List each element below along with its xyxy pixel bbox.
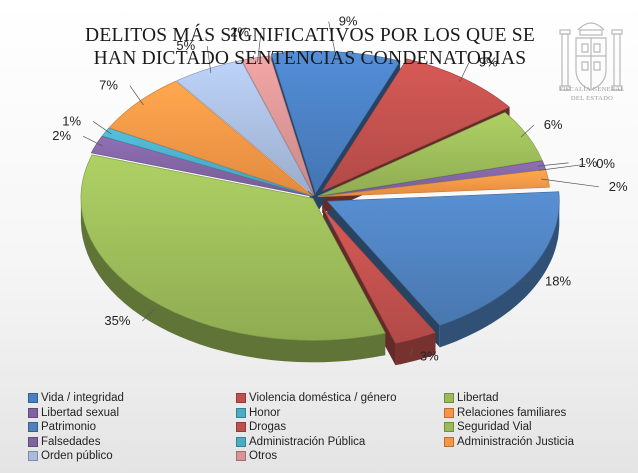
legend-item-4: Libertad sexual bbox=[28, 406, 119, 420]
data-label-1: 9% bbox=[339, 14, 358, 29]
legend-swatch-12 bbox=[444, 436, 454, 447]
legend-swatch-10 bbox=[28, 436, 38, 447]
pie-slice-12 bbox=[108, 80, 313, 197]
legend-item-14: Otros bbox=[236, 449, 277, 463]
emblem-text-1: FISCALÍA GENERAL bbox=[559, 86, 625, 93]
legend-item-3: Libertad bbox=[444, 391, 499, 405]
legend-label-11: Administración Pública bbox=[249, 435, 366, 448]
pie-slice-13 bbox=[176, 60, 314, 196]
data-label-5: 0% bbox=[596, 156, 615, 171]
leader-line-9 bbox=[142, 309, 155, 322]
data-label-7: 18% bbox=[545, 273, 571, 288]
leader-line-2 bbox=[459, 62, 470, 83]
legend-swatch-3 bbox=[444, 393, 454, 403]
legend-swatch-1 bbox=[28, 393, 38, 403]
leader-line-14 bbox=[257, 32, 262, 62]
pie-slice-14 bbox=[241, 55, 315, 196]
legend-label-5: Honor bbox=[249, 406, 281, 419]
chart-title-line-1: DELITOS MÁS SIGNIFICATIVOS POR LOS QUE S… bbox=[85, 25, 535, 46]
leader-line-1 bbox=[328, 21, 337, 57]
legend-label-2: Violencia doméstica / género bbox=[249, 392, 397, 404]
legend-swatch-8 bbox=[236, 422, 246, 432]
legend-swatch-6 bbox=[444, 407, 454, 418]
legend-item-5: Honor bbox=[236, 406, 280, 420]
data-label-2: 9% bbox=[479, 55, 498, 70]
legend-swatch-11 bbox=[236, 436, 246, 447]
legend-label-6: Relaciones familiares bbox=[457, 406, 567, 419]
leader-line-8 bbox=[409, 347, 414, 357]
legend-item-8: Drogas bbox=[236, 420, 286, 434]
pie-slice-side-8 bbox=[395, 332, 436, 366]
legend-item-11: Administración Pública bbox=[236, 435, 365, 449]
leader-line-13 bbox=[206, 45, 212, 73]
legend-swatch-14 bbox=[236, 451, 246, 461]
pie-slice-side-9 bbox=[80, 201, 386, 363]
leader-line-4 bbox=[537, 162, 569, 167]
data-label-6: 2% bbox=[609, 179, 628, 194]
legend-item-1: Vida / integridad bbox=[28, 391, 124, 405]
legend-label-8: Drogas bbox=[249, 421, 287, 433]
data-label-10: 2% bbox=[52, 128, 71, 143]
legend-swatch-4 bbox=[28, 407, 38, 418]
legend-item-6: Relaciones familiares bbox=[444, 406, 566, 420]
leader-line-10 bbox=[82, 135, 103, 147]
leader-line-6 bbox=[541, 178, 599, 188]
legend-item-2: Violencia doméstica / género bbox=[236, 391, 396, 405]
data-label-3: 6% bbox=[544, 117, 563, 132]
emblem-text-2: DEL ESTADO bbox=[570, 95, 614, 102]
leader-line-12 bbox=[129, 85, 144, 106]
leader-line-5 bbox=[538, 163, 587, 171]
pie-slice-1 bbox=[270, 51, 401, 195]
leader-line-11 bbox=[92, 121, 112, 135]
legend-label-13: Orden público bbox=[41, 450, 113, 462]
leader-line-7 bbox=[524, 279, 536, 282]
pie-slice-3 bbox=[317, 111, 543, 197]
legend-label-7: Patrimonio bbox=[41, 421, 96, 433]
legend-item-9: Seguridad Vial bbox=[444, 420, 532, 434]
legend-item-13: Orden público bbox=[28, 449, 113, 463]
legend-swatch-13 bbox=[28, 451, 38, 461]
chart-legend: Vida / integridad Violencia doméstica / g… bbox=[28, 391, 628, 469]
legend-label-3: Libertad bbox=[457, 392, 499, 404]
legend-swatch-7 bbox=[28, 422, 38, 432]
chart-title-line-2: HAN DICTADO SENTENCIAS CONDENATORIAS bbox=[93, 48, 527, 69]
legend-swatch-2 bbox=[236, 393, 246, 403]
pie-slice-8 bbox=[322, 208, 437, 344]
data-label-13: 5% bbox=[176, 38, 195, 53]
legend-label-1: Vida / integridad bbox=[41, 392, 124, 404]
legend-swatch-9 bbox=[444, 422, 454, 432]
legend-item-7: Patrimonio bbox=[28, 420, 96, 434]
leader-line-3 bbox=[520, 124, 534, 138]
data-label-4: 1% bbox=[579, 155, 598, 170]
pie-slice-7 bbox=[326, 191, 560, 326]
legend-item-10: Falsedades bbox=[28, 435, 100, 449]
data-label-9: 35% bbox=[104, 313, 130, 328]
data-label-14: 2% bbox=[230, 25, 249, 40]
pie-slice-11 bbox=[101, 127, 313, 197]
legend-label-9: Seguridad Vial bbox=[457, 421, 532, 433]
data-label-8: 3% bbox=[420, 349, 439, 364]
pie-slice-9 bbox=[80, 154, 386, 341]
legend-label-4: Libertad sexual bbox=[41, 406, 119, 419]
pie-slice-side-7 bbox=[439, 199, 560, 348]
data-label-12: 7% bbox=[99, 78, 118, 93]
data-label-11: 1% bbox=[62, 113, 81, 128]
legend-swatch-5 bbox=[236, 407, 246, 418]
coat-of-arms-emblem bbox=[559, 22, 623, 91]
pie-slice-2 bbox=[321, 58, 511, 192]
legend-label-14: Otros bbox=[249, 450, 278, 462]
legend-label-12: Administración Justicia bbox=[457, 435, 574, 448]
legend-item-12: Administración Justicia bbox=[444, 435, 574, 449]
legend-label-10: Falsedades bbox=[41, 435, 101, 448]
